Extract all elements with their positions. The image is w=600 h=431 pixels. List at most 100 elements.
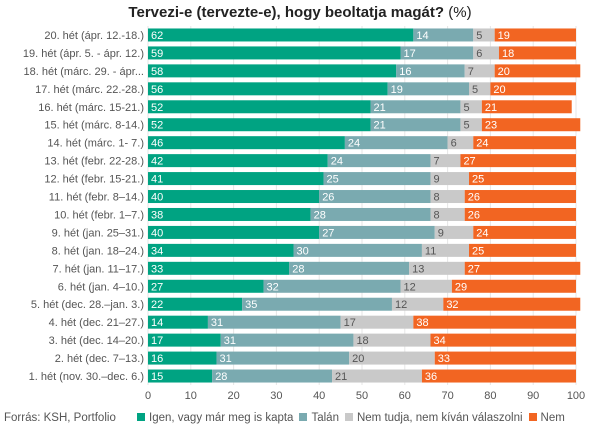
bar-segment	[340, 315, 414, 329]
bar-segment	[148, 207, 311, 221]
x-tick-label: 90	[527, 390, 539, 402]
data-label: 40	[151, 227, 163, 239]
bar-segment	[460, 118, 482, 132]
bar-segment	[353, 333, 431, 347]
x-tick-label: 50	[356, 390, 368, 402]
bar-segment	[469, 243, 576, 257]
bar-segment	[430, 207, 465, 221]
data-label: 56	[151, 84, 163, 96]
x-tick-label: 10	[185, 390, 197, 402]
data-label: 32	[267, 281, 279, 293]
bar-segment	[349, 351, 435, 365]
data-label: 46	[151, 138, 163, 150]
bar-segment	[148, 100, 371, 114]
data-label: 31	[219, 353, 231, 365]
data-label: 21	[485, 102, 497, 114]
category-label: 4. hét (dec. 21–27.)	[49, 317, 144, 329]
category-label: 14. hét (márc. 1- 7.)	[47, 138, 144, 150]
bar-segment	[370, 100, 461, 114]
data-label: 42	[151, 156, 163, 168]
bar-segment	[494, 28, 576, 42]
data-label: 30	[297, 245, 309, 257]
data-label: 11	[425, 245, 436, 257]
bar-segment	[391, 297, 444, 311]
chart-title-unit: (%)	[448, 4, 472, 21]
data-label: 36	[425, 371, 437, 383]
bar-segment	[430, 154, 461, 168]
x-tick-label: 100	[567, 390, 585, 402]
bar-segment	[490, 82, 576, 96]
data-label: 25	[472, 174, 484, 186]
legend-swatch	[299, 413, 308, 421]
bar-segment	[473, 46, 499, 60]
data-label: 16	[399, 66, 411, 78]
data-label: 7	[468, 66, 474, 78]
bar-segment	[469, 82, 491, 96]
legend-item: Talán	[299, 412, 339, 424]
bar-segment	[148, 28, 414, 42]
data-label: 24	[348, 138, 360, 150]
category-label: 11. hét (febr. 8–14.)	[49, 192, 144, 204]
bar-segment	[207, 315, 341, 329]
x-tick-label: 70	[441, 390, 453, 402]
category-label: 3. hét (dec. 14–20.)	[49, 335, 144, 347]
chart-title-main: Tervezi-e (tervezte-e), hogy beoltatja m…	[128, 4, 445, 21]
data-label: 27	[322, 227, 334, 239]
data-label: 17	[404, 48, 416, 60]
category-label: 18. hét (márc. 29. - ápr...	[24, 66, 144, 78]
data-label: 8	[433, 209, 439, 221]
x-tick-label: 40	[313, 390, 325, 402]
category-label: 6. hét (jan. 4–10.)	[58, 281, 144, 293]
bar-segment	[400, 279, 452, 293]
data-label: 21	[374, 120, 386, 132]
data-label: 31	[224, 335, 236, 347]
data-label: 34	[151, 245, 163, 257]
data-label: 24	[476, 227, 488, 239]
bar-segment	[387, 82, 469, 96]
bar-segment	[451, 279, 576, 293]
data-label: 27	[151, 281, 163, 293]
data-label: 38	[416, 317, 428, 329]
bar-segment	[148, 279, 264, 293]
bar-segment	[494, 64, 581, 78]
bar-segment	[473, 225, 576, 239]
bar-segment	[396, 64, 465, 78]
data-label: 23	[485, 120, 497, 132]
bar-segment	[323, 172, 431, 186]
data-label: 19	[498, 30, 510, 42]
category-label: 7. hét (jan. 11–17.)	[52, 263, 144, 275]
data-label: 28	[215, 371, 227, 383]
data-label: 12	[404, 281, 416, 293]
data-label: 13	[412, 263, 424, 275]
bar-segment	[443, 297, 581, 311]
data-label: 33	[438, 353, 450, 365]
category-label: 2. hét (dec. 7–13.)	[55, 353, 144, 365]
data-label: 9	[433, 174, 439, 186]
legend-label: Talán	[311, 412, 339, 424]
bar-segment	[370, 118, 461, 132]
bar-segment	[148, 190, 320, 204]
data-label: 26	[468, 209, 480, 221]
category-label: 12. hét (febr. 15-21.)	[44, 174, 144, 186]
legend-label: Nem tudja, nem kíván válaszolni	[356, 412, 523, 424]
bar-segment	[310, 207, 431, 221]
bar-segment	[148, 261, 290, 275]
x-tick-label: 60	[399, 390, 411, 402]
bar-segment	[319, 190, 431, 204]
legend-item: Nem	[528, 412, 565, 424]
bar-segment	[434, 351, 576, 365]
data-label: 6	[451, 138, 457, 150]
category-label: 20. hét (ápr. 12.-18.)	[44, 30, 144, 42]
bar-segment	[421, 369, 576, 383]
data-label: 41	[151, 174, 163, 186]
x-tick-label: 20	[227, 390, 239, 402]
data-label: 35	[245, 299, 257, 311]
data-label: 12	[395, 299, 407, 311]
legend-item: Igen, vagy már meg is kapta	[137, 412, 293, 424]
chart-title: Tervezi-e (tervezte-e), hogy beoltatja m…	[0, 4, 600, 21]
data-label: 17	[344, 317, 356, 329]
bar-segment	[409, 261, 465, 275]
data-label: 22	[151, 299, 163, 311]
bar-segment	[344, 136, 448, 150]
data-label: 52	[151, 102, 163, 114]
